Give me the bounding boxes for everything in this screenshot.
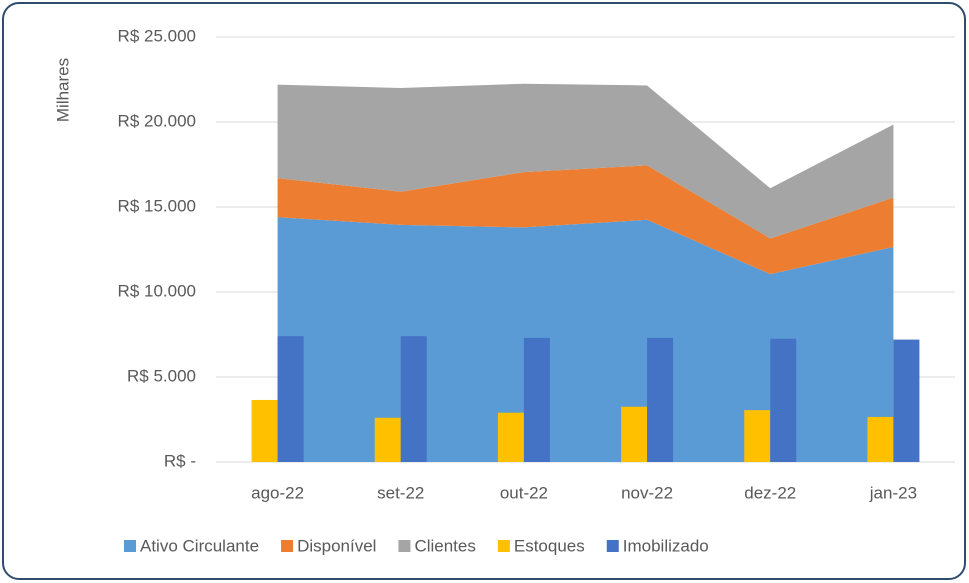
legend-swatch: [497, 540, 510, 552]
bar: [893, 339, 920, 462]
legend-label: Imobilizado: [623, 536, 709, 555]
y-tick-label: R$ 20.000: [118, 111, 196, 130]
bar: [497, 412, 524, 462]
x-tick-label: jan-23: [869, 483, 917, 502]
bar: [621, 406, 648, 462]
area: [277, 165, 894, 275]
area: [277, 217, 894, 462]
x-tick-label: ago-22: [251, 483, 304, 502]
bar: [867, 416, 894, 462]
legend-swatch: [124, 540, 136, 552]
x-tick-label: set-22: [377, 483, 424, 502]
y-tick-label: R$ -: [164, 451, 196, 470]
y-tick-label: R$ 25.000: [118, 26, 196, 45]
bar: [744, 410, 771, 462]
area: [277, 83, 894, 239]
bar: [374, 417, 401, 462]
bar: [770, 338, 797, 462]
y-tick-label: R$ 10.000: [118, 281, 196, 300]
legend-swatch: [606, 540, 619, 552]
bar: [277, 336, 304, 462]
y-tick-label: R$ 15.000: [118, 196, 196, 215]
legend-label: Ativo Circulante: [140, 536, 259, 555]
y-tick-label: R$ 5.000: [127, 366, 196, 385]
legend-label: Disponível: [297, 536, 376, 555]
legend-swatch: [398, 540, 411, 552]
x-tick-label: nov-22: [621, 483, 673, 502]
bar: [523, 337, 550, 462]
bar: [647, 337, 674, 462]
x-tick-label: out-22: [500, 483, 548, 502]
y-axis-label: Milhares: [53, 58, 72, 122]
legend-label: Clientes: [414, 536, 475, 555]
x-tick-label: dez-22: [744, 483, 796, 502]
legend-swatch: [281, 540, 294, 552]
bar: [251, 399, 278, 462]
legend-label: Estoques: [514, 536, 585, 555]
bar: [400, 336, 427, 462]
